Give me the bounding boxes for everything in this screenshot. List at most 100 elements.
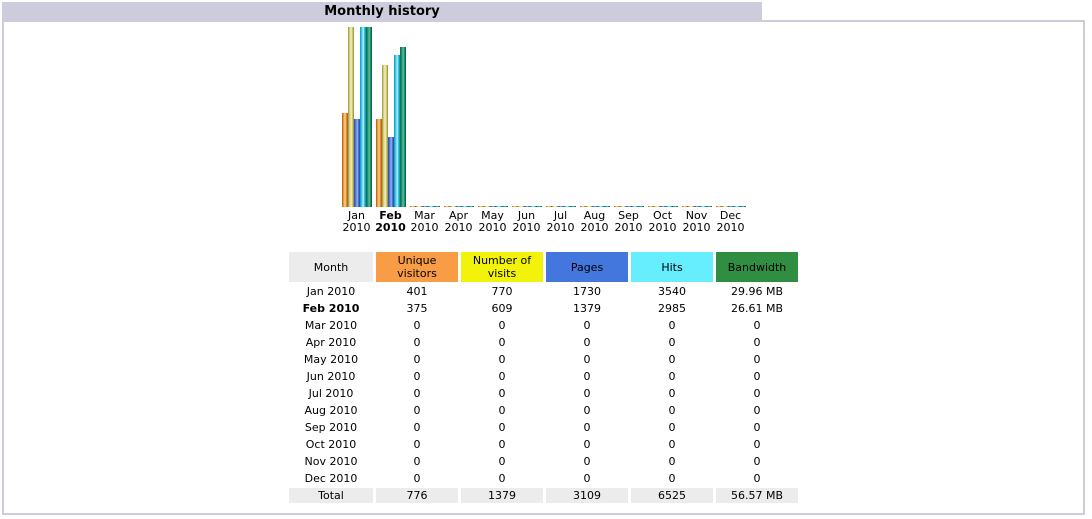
chart-month-label: Mar 2010 — [410, 209, 439, 234]
chart-month-label: Apr 2010 — [444, 209, 473, 234]
chart-bar-group-jun-2010 — [510, 27, 544, 207]
section-title: Monthly history — [324, 3, 440, 19]
visitors-bar — [613, 206, 620, 207]
bandwidth-bar — [569, 206, 576, 207]
bandwidth-bar — [671, 206, 678, 207]
month-cell: Aug 2010 — [304, 404, 358, 417]
table-row: Nov 2010 0 0 0 0 0 — [289, 454, 798, 469]
hits-bar — [427, 206, 434, 207]
pages-bar — [591, 206, 598, 207]
visitors-bar — [375, 119, 382, 207]
pages-value-cell: 1379 — [573, 302, 601, 315]
chart-month-label: Nov 2010 — [682, 209, 711, 234]
visits-bar — [381, 65, 388, 207]
chart-month-label: Sep 2010 — [614, 209, 643, 234]
bandwidth-bar — [705, 206, 712, 207]
month-cell: Apr 2010 — [305, 336, 357, 349]
column-header-bandwidth: Bandwidth — [716, 252, 798, 282]
chart-month-label: May 2010 — [478, 209, 507, 234]
pages-bar — [353, 119, 360, 207]
pages-bar — [421, 206, 428, 207]
content-panel: Jan 2010 Feb 2010 Mar 2010 Apr 2010 May 2010 Jun 20… — [2, 20, 1085, 515]
pages-bar — [489, 206, 496, 207]
bandwidth-value-cell: 0 — [753, 319, 761, 332]
visitors-bar — [579, 206, 586, 207]
visitors-value-cell: 401 — [406, 285, 428, 298]
pages-value-cell: 0 — [583, 370, 591, 383]
hits-bar — [699, 206, 706, 207]
chart-month-label: Jul 2010 — [546, 209, 575, 234]
pages-value-cell: 0 — [583, 421, 591, 434]
pages-bar — [659, 206, 666, 207]
month-cell: Jun 2010 — [306, 370, 356, 383]
bandwidth-value-cell: 29.96 MB — [730, 285, 784, 298]
visits-value-cell: 0 — [498, 336, 506, 349]
visits-bar — [415, 206, 422, 207]
visits-bar — [687, 206, 694, 207]
month-cell: Feb 2010 — [302, 302, 360, 315]
column-header-visitors: Unique visitors — [376, 252, 458, 282]
chart-bar-group-apr-2010 — [442, 27, 476, 207]
table-row: May 2010 0 0 0 0 0 — [289, 352, 798, 367]
section-titlebar: Monthly history — [2, 2, 762, 20]
pages-value-cell: 0 — [583, 353, 591, 366]
hits-bar — [563, 206, 570, 207]
chart-bar-group-may-2010 — [476, 27, 510, 207]
hits-value-cell: 0 — [668, 387, 676, 400]
visits-value-cell: 0 — [498, 472, 506, 485]
visitors-bar — [341, 113, 348, 207]
column-header-hits: Hits — [631, 252, 713, 282]
bandwidth-bar — [637, 206, 644, 207]
month-cell: Dec 2010 — [304, 472, 358, 485]
hits-bar — [461, 206, 468, 207]
chart-month-label: Aug 2010 — [580, 209, 609, 234]
hits-bar — [631, 206, 638, 207]
visitors-bar — [545, 206, 552, 207]
hits-bar — [529, 206, 536, 207]
chart-bar-group-nov-2010 — [680, 27, 714, 207]
pages-bar — [387, 137, 394, 207]
monthly-history-table: Month Unique visitors Number of visits Page… — [286, 250, 801, 505]
month-cell: Nov 2010 — [304, 455, 358, 468]
visits-total-cell: 1379 — [461, 488, 543, 503]
visitors-value-cell: 0 — [413, 472, 421, 485]
hits-bar — [597, 206, 604, 207]
hits-value-cell: 0 — [668, 336, 676, 349]
pages-value-cell: 0 — [583, 438, 591, 451]
month-cell: May 2010 — [303, 353, 359, 366]
hits-value-cell: 0 — [668, 404, 676, 417]
chart-month-label: Jan 2010 — [342, 209, 371, 234]
chart-month-label: Jun 2010 — [512, 209, 541, 234]
pages-value-cell: 0 — [583, 455, 591, 468]
hits-value-cell: 0 — [668, 455, 676, 468]
hits-value-cell: 2985 — [658, 302, 686, 315]
pages-value-cell: 1730 — [573, 285, 601, 298]
hits-bar — [495, 206, 502, 207]
visits-bar — [721, 206, 728, 207]
visits-value-cell: 0 — [498, 455, 506, 468]
chart-month-label: Oct 2010 — [648, 209, 677, 234]
hits-bar — [393, 55, 400, 207]
visits-value-cell: 0 — [498, 404, 506, 417]
bandwidth-value-cell: 26.61 MB — [730, 302, 784, 315]
visits-value-cell: 0 — [498, 421, 506, 434]
pages-bar — [727, 206, 734, 207]
bandwidth-bar — [365, 27, 372, 207]
hits-value-cell: 0 — [668, 353, 676, 366]
hits-value-cell: 0 — [668, 438, 676, 451]
bandwidth-value-cell: 0 — [753, 370, 761, 383]
chart-bar-group-aug-2010 — [578, 27, 612, 207]
visitors-bar — [511, 206, 518, 207]
month-cell: Jan 2010 — [306, 285, 356, 298]
hits-bar — [359, 27, 366, 207]
bandwidth-value-cell: 0 — [753, 472, 761, 485]
bandwidth-value-cell: 0 — [753, 387, 761, 400]
chart-month-label: Feb 2010 — [375, 209, 406, 234]
bandwidth-bar — [467, 206, 474, 207]
pages-bar — [625, 206, 632, 207]
pages-bar — [693, 206, 700, 207]
pages-bar — [455, 206, 462, 207]
visits-bar — [585, 206, 592, 207]
pages-value-cell: 0 — [583, 472, 591, 485]
